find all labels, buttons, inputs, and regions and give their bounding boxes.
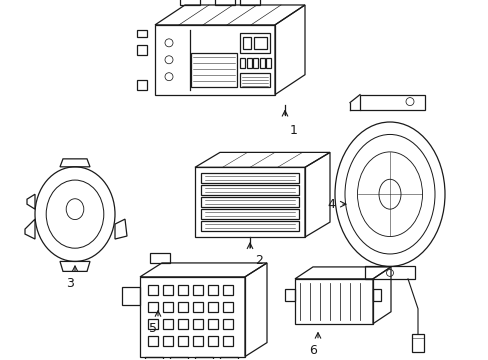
- Text: 2: 2: [254, 254, 263, 267]
- Text: 4: 4: [326, 198, 334, 211]
- Text: 5: 5: [149, 322, 157, 335]
- Text: 1: 1: [289, 125, 297, 138]
- Text: 3: 3: [66, 277, 74, 290]
- Text: 6: 6: [308, 343, 316, 357]
